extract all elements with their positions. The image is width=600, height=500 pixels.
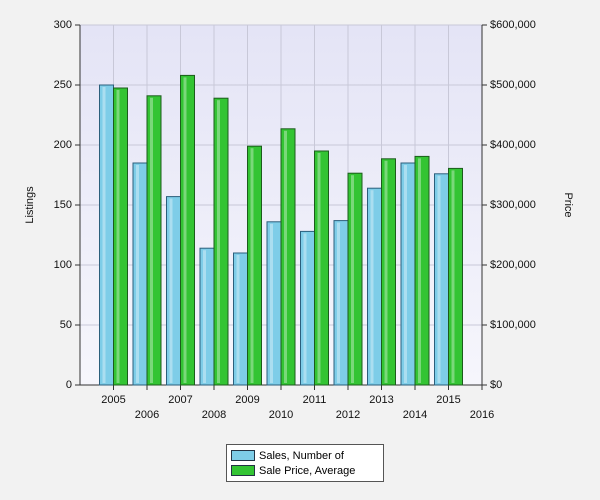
bar [434, 173, 449, 386]
legend-entry: Sale Price, Average [231, 463, 379, 478]
bar [233, 252, 248, 386]
bar-shine [284, 130, 287, 383]
bar-shine [451, 170, 455, 383]
bar-shine [418, 158, 421, 383]
y-tick-label: 300 [54, 19, 72, 31]
y-tick-label: 250 [54, 79, 72, 91]
x-tick-label: 2015 [436, 394, 460, 406]
y2-tick-label: $600,000 [490, 19, 536, 31]
x-tick-label: 2008 [202, 409, 226, 421]
y-tick-label: 50 [60, 319, 72, 331]
bar-shine [437, 175, 441, 383]
bar-shine [236, 255, 240, 383]
legend-swatch [231, 465, 255, 476]
bar [300, 230, 315, 386]
bar [113, 87, 128, 386]
legend-swatch [231, 450, 255, 461]
x-tick-label: 2005 [101, 394, 125, 406]
bar [146, 95, 162, 386]
bar-shine [351, 175, 354, 383]
legend-label: Sales, Number of [259, 449, 344, 462]
bar-shine [203, 250, 206, 383]
x-tick-label: 2010 [269, 409, 293, 421]
y2-tick-label: $300,000 [490, 199, 536, 211]
x-tick-label: 2016 [470, 409, 494, 421]
y2-tick-label: $100,000 [490, 319, 536, 331]
y2-tick-label: $0 [490, 379, 502, 391]
y2-tick-label: $200,000 [490, 259, 536, 271]
legend: Sales, Number of Sale Price, Average [226, 444, 384, 482]
legend-entry: Sales, Number of [231, 448, 379, 463]
bar [266, 221, 282, 386]
x-tick-label: 2014 [403, 409, 427, 421]
bar-shine [250, 148, 254, 383]
y-axis-title: Listings [24, 186, 36, 224]
bar-shine [150, 97, 153, 384]
x-tick-label: 2009 [235, 394, 259, 406]
chart: Listings Price 0 50 100 150 200 250 300 $0 $100,… [24, 19, 574, 421]
bar [99, 84, 114, 386]
bar-shine [183, 77, 187, 384]
bar-shine [337, 222, 340, 383]
bar-shine [136, 165, 139, 383]
x-tick-label: 2012 [336, 409, 360, 421]
bar [381, 158, 396, 386]
bar-shine [169, 198, 173, 383]
bar [247, 145, 262, 386]
bar-shine [404, 165, 407, 383]
bar [180, 74, 195, 386]
bar-shine [384, 160, 388, 383]
y2-tick-label: $500,000 [490, 79, 536, 91]
bar-shine [317, 153, 321, 383]
bar [314, 150, 329, 386]
bar-shine [270, 223, 273, 383]
bar [280, 128, 296, 386]
x-tick-label: 2007 [168, 394, 192, 406]
bar-shine [116, 90, 120, 383]
x-tick-label: 2006 [135, 409, 159, 421]
bar [414, 155, 430, 386]
bar [132, 162, 148, 386]
bar-shine [370, 190, 374, 383]
bar [213, 97, 229, 386]
bar [199, 247, 215, 386]
bar [367, 187, 382, 386]
y-tick-label: 150 [54, 199, 72, 211]
x-tick-label: 2011 [303, 394, 327, 406]
y-tick-label: 100 [54, 259, 72, 271]
x-tick-label: 2013 [369, 394, 393, 406]
y2-tick-label: $400,000 [490, 139, 536, 151]
bar [166, 196, 181, 386]
y2-axis-title: Price [562, 192, 574, 217]
bar [448, 167, 463, 386]
bar [347, 172, 363, 386]
y-tick-label: 0 [66, 379, 72, 391]
bar-shine [303, 233, 307, 383]
bar [333, 220, 349, 386]
legend-label: Sale Price, Average [259, 464, 356, 477]
y-tick-label: 200 [54, 139, 72, 151]
bar-shine [102, 87, 106, 383]
bar [400, 162, 416, 386]
bar-shine [217, 100, 220, 383]
